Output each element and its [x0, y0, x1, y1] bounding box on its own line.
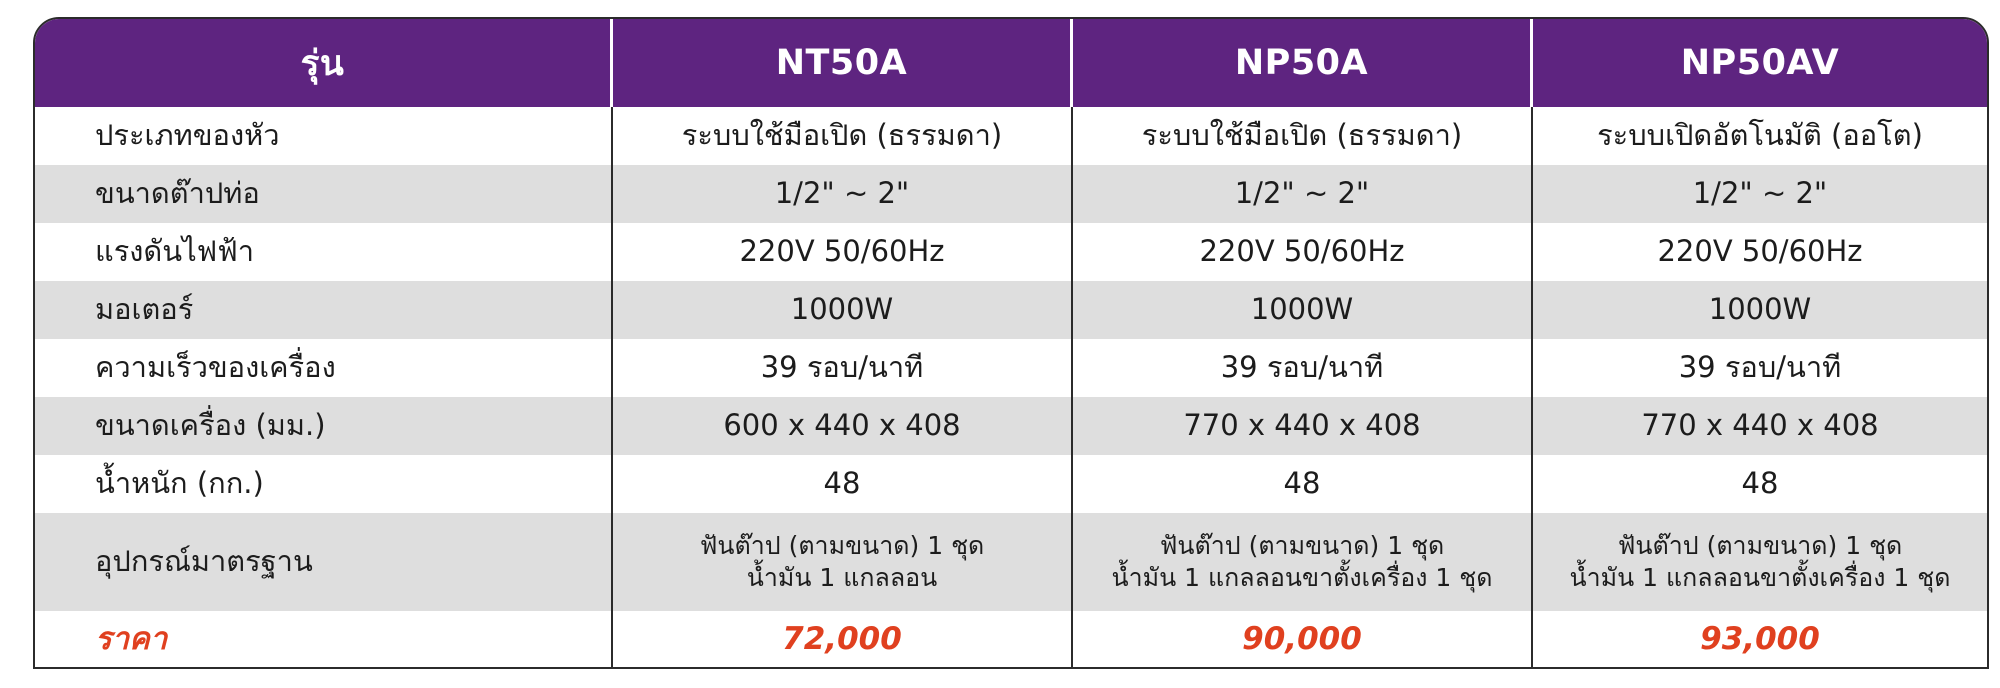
- table-cell: 48: [1741, 466, 1779, 501]
- table-cell: ระบบเปิดอัตโนมัติ (ออโต): [1597, 118, 1923, 153]
- table-row-motor: มอเตอร์ 1000W 1000W 1000W: [35, 281, 1987, 339]
- table-cell: 48: [1073, 455, 1533, 513]
- table-row-price: ราคา 72,000 90,000 93,000: [35, 611, 1987, 667]
- spec-comparison-table: รุ่น NT50A NP50A NP50AV ประเภทของหัว ระบ…: [33, 17, 1989, 669]
- row-label: ขนาดเครื่อง (มม.): [35, 397, 613, 455]
- table-cell: ระบบใช้มือเปิด (ธรรมดา): [1073, 107, 1533, 165]
- equipment-line: ฟันต๊าป (ตามขนาด) 1 ชุด: [699, 530, 985, 560]
- table-cell: 1000W: [1073, 281, 1533, 339]
- price-value: 90,000: [1073, 611, 1533, 667]
- table-cell: 220V 50/60Hz: [613, 223, 1073, 281]
- table-cell: ระบบใช้มือเปิด (ธรรมดา): [613, 107, 1073, 165]
- table-cell: 1/2" ~ 2": [1073, 165, 1533, 223]
- table-row-dimensions: ขนาดเครื่อง (มม.) 600 x 440 x 408 770 x …: [35, 397, 1987, 455]
- price-label: ราคา: [35, 611, 613, 667]
- row-label: แรงดันไฟฟ้า: [35, 223, 613, 281]
- row-label: ความเร็วของเครื่อง: [35, 339, 613, 397]
- row-label: น้ำหนัก (กก.): [35, 455, 613, 513]
- equipment-line: น้ำมัน 1 แกลลอน: [746, 563, 938, 592]
- row-label: มอเตอร์: [35, 281, 613, 339]
- table-header-row: รุ่น NT50A NP50A NP50AV: [35, 19, 1987, 107]
- header-model-nt50a: NT50A: [613, 19, 1073, 107]
- price-value: 72,000: [613, 611, 1073, 667]
- table-cell: 1000W: [613, 281, 1073, 339]
- table-cell: ฟันต๊าป (ตามขนาด) 1 ชุด น้ำมัน 1 แกลลอนข…: [1073, 513, 1533, 611]
- table-cell: 39 รอบ/นาที: [613, 339, 1073, 397]
- table-row-speed: ความเร็วของเครื่อง 39 รอบ/นาที 39 รอบ/นา…: [35, 339, 1987, 397]
- table-cell: 39 รอบ/นาที: [1678, 350, 1842, 385]
- equipment-line: น้ำมัน 1 แกลลอนขาตั้งเครื่อง 1 ชุด: [1111, 563, 1493, 592]
- table-row-standard-equipment: อุปกรณ์มาตรฐาน ฟันต๊าป (ตามขนาด) 1 ชุด น…: [35, 513, 1987, 611]
- equipment-line: ฟันต๊าป (ตามขนาด) 1 ชุด: [1159, 530, 1445, 560]
- table-row-tap-size: ขนาดต๊าปท่อ 1/2" ~ 2" 1/2" ~ 2" 1/2" ~ 2…: [35, 165, 1987, 223]
- table-cell: 220V 50/60Hz: [1073, 223, 1533, 281]
- row-label: ขนาดต๊าปท่อ: [35, 165, 613, 223]
- table-cell: 1/2" ~ 2": [613, 165, 1073, 223]
- table-cell: 1/2" ~ 2": [1692, 176, 1828, 211]
- price-value: 93,000: [1700, 620, 1820, 657]
- table-row-head-type: ประเภทของหัว ระบบใช้มือเปิด (ธรรมดา) ระบ…: [35, 107, 1987, 165]
- equipment-line: น้ำมัน 1 แกลลอนขาตั้งเครื่อง 1 ชุด: [1569, 563, 1951, 592]
- table-cell: 1000W: [1708, 292, 1812, 327]
- table-cell: 770 x 440 x 408: [1073, 397, 1533, 455]
- row-label: ประเภทของหัว: [35, 107, 613, 165]
- table-cell: 48: [613, 455, 1073, 513]
- table-cell: 770 x 440 x 408: [1641, 408, 1879, 443]
- table-cell: 39 รอบ/นาที: [1073, 339, 1533, 397]
- table-row-weight: น้ำหนัก (กก.) 48 48 48: [35, 455, 1987, 513]
- table-cell: ฟันต๊าป (ตามขนาด) 1 ชุด น้ำมัน 1 แกลลอน: [613, 513, 1073, 611]
- table-cell: 220V 50/60Hz: [1657, 234, 1863, 269]
- equipment-line: ฟันต๊าป (ตามขนาด) 1 ชุด: [1617, 530, 1903, 560]
- header-model-np50av: NP50AV: [1680, 43, 1840, 83]
- table-cell: 600 x 440 x 408: [613, 397, 1073, 455]
- header-model-np50a: NP50A: [1073, 19, 1533, 107]
- table-row-voltage: แรงดันไฟฟ้า 220V 50/60Hz 220V 50/60Hz 22…: [35, 223, 1987, 281]
- header-model-label: รุ่น: [35, 19, 613, 107]
- table-cell: ฟันต๊าป (ตามขนาด) 1 ชุด น้ำมัน 1 แกลลอนข…: [1533, 513, 1987, 611]
- row-label: อุปกรณ์มาตรฐาน: [35, 513, 613, 611]
